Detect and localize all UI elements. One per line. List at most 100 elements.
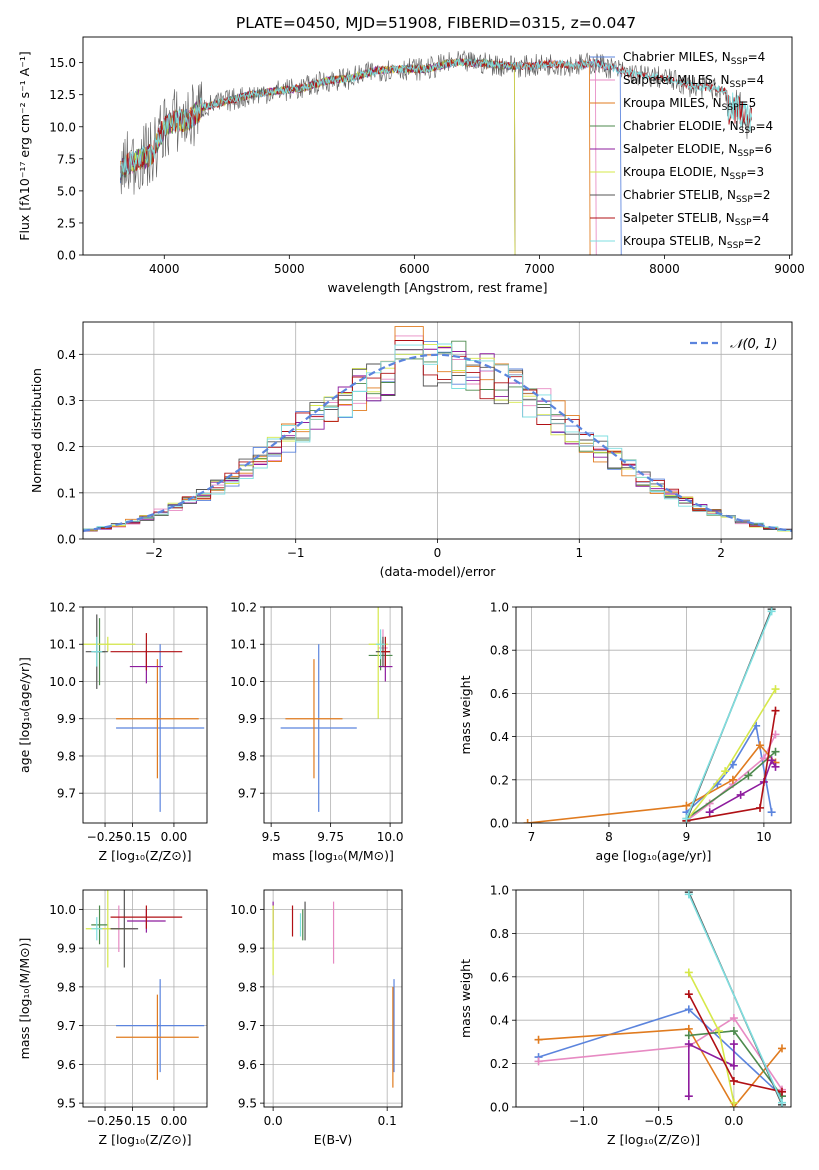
age-vs-mass-panel: 9.5 9.75 10.0 9.7 9.8 9.9 10.0 10.1 10.2 mass [lo… xyxy=(230,601,403,864)
x-axis-label: wavelength [Angstrom, rest frame] xyxy=(327,280,547,295)
x-tick-label: −2 xyxy=(145,546,163,560)
x-tick-label: −0.15 xyxy=(114,830,151,844)
y-tick-label: 9.9 xyxy=(57,712,76,726)
point-marker xyxy=(777,1087,786,1096)
x-tick-label: 8000 xyxy=(649,262,680,276)
data-point xyxy=(91,636,103,667)
point-marker xyxy=(705,808,714,817)
data-point xyxy=(110,633,183,671)
data-point xyxy=(116,994,199,1080)
point-marker xyxy=(684,1031,693,1040)
y-tick-label: 9.7 xyxy=(57,1019,76,1033)
point-marker xyxy=(728,775,737,784)
y-tick-label: 2.5 xyxy=(57,216,76,230)
series-line xyxy=(688,1042,735,1097)
y-tick-label: 0.4 xyxy=(490,1014,509,1028)
x-tick-label: 7000 xyxy=(524,262,555,276)
point-marker xyxy=(684,990,693,999)
y-tick-label: 0.0 xyxy=(490,1101,509,1115)
y-tick-label: 9.6 xyxy=(57,1058,76,1072)
point-marker xyxy=(729,1027,738,1036)
point-marker xyxy=(771,685,780,694)
point-marker xyxy=(771,762,780,771)
y-tick-label: 0.2 xyxy=(490,1057,509,1071)
mass-weight-vs-metallicity-panel: −1.0 −0.5 0.0 0.0 0.2 0.4 0.6 0.8 1.0 Z [log₁₀(Z/… xyxy=(458,884,792,1147)
point-marker xyxy=(767,756,776,765)
histograms xyxy=(83,326,792,534)
series-line xyxy=(538,1028,783,1107)
point-marker xyxy=(729,1076,738,1085)
x-tick-label: 8 xyxy=(605,830,613,844)
y-tick-label: 10.0 xyxy=(49,675,76,689)
legend-entry: Chabrier MILES, NSSP=4 xyxy=(623,50,765,67)
point-marker xyxy=(729,1098,738,1107)
x-tick-label: 0.0 xyxy=(264,1114,283,1128)
y-tick-label: 1.0 xyxy=(490,884,509,898)
y-tick-label: 12.5 xyxy=(49,88,76,102)
y-tick-label: 0.0 xyxy=(490,817,509,831)
gaussian-curve xyxy=(83,353,792,532)
spectrum-series-line xyxy=(120,58,752,175)
y-tick-label: 9.8 xyxy=(238,980,257,994)
point-marker xyxy=(777,1098,786,1107)
plot-frame xyxy=(82,606,208,824)
errorbars xyxy=(280,607,393,812)
point-marker xyxy=(682,814,691,823)
point-marker xyxy=(534,1057,543,1066)
legend-entry: Kroupa ELODIE, NSSP=3 xyxy=(623,165,764,182)
y-tick-label: 9.9 xyxy=(238,942,257,956)
point-marker xyxy=(771,730,780,739)
y-tick-label: 0.1 xyxy=(57,486,76,500)
series-line xyxy=(538,1016,783,1091)
data-point xyxy=(83,636,136,652)
y-tick-label: 0.4 xyxy=(57,348,76,362)
plot-frame xyxy=(515,889,792,1108)
data-point xyxy=(380,636,391,667)
x-tick-label: 10 xyxy=(756,830,771,844)
x-tick-label: 0.1 xyxy=(378,1114,397,1128)
y-tick-label: 9.6 xyxy=(238,1058,257,1072)
y-tick-label: 9.8 xyxy=(238,749,257,763)
x-tick-label: −1 xyxy=(287,546,305,560)
y-tick-label: 9.7 xyxy=(238,1019,257,1033)
plot-frame xyxy=(82,889,208,1108)
point-marker xyxy=(721,767,730,776)
y-axis-label: mass weight xyxy=(458,675,473,754)
y-tick-label: 9.5 xyxy=(238,1097,257,1111)
y-tick-label: 1.0 xyxy=(490,601,509,615)
point-marker xyxy=(714,1027,723,1036)
y-tick-label: 0.0 xyxy=(57,249,76,263)
x-axis-label: (data-model)/error xyxy=(380,564,497,579)
errorbars xyxy=(85,890,205,1080)
y-tick-label: 7.5 xyxy=(57,152,76,166)
y-tick-label: 10.0 xyxy=(49,903,76,917)
spectrum-series-line xyxy=(120,58,752,178)
point-marker xyxy=(744,771,753,780)
legend: Chabrier MILES, NSSP=4 Salpeter MILES, NS… xyxy=(590,50,773,251)
plot-frame xyxy=(515,606,792,824)
point-marker xyxy=(736,790,745,799)
y-tick-label: 10.0 xyxy=(230,903,257,917)
y-tick-label: 0.2 xyxy=(490,773,509,787)
legend-entry: Chabrier STELIB, NSSP=2 xyxy=(623,188,771,205)
y-axis-label: mass [log₁₀(M/M⊙)] xyxy=(17,938,32,1060)
y-tick-label: 0.4 xyxy=(490,730,509,744)
y-tick-label: 0.6 xyxy=(490,687,509,701)
series-line xyxy=(688,893,783,1104)
series-line xyxy=(685,610,773,820)
errorbars xyxy=(83,614,205,812)
point-marker xyxy=(729,1061,738,1070)
x-tick-label: 1 xyxy=(575,546,583,560)
y-tick-label: 9.7 xyxy=(238,787,257,801)
point-marker xyxy=(777,1044,786,1053)
point-marker xyxy=(756,741,765,750)
mass-weight-vs-age-panel: 7 8 9 10 0.0 0.2 0.4 0.6 0.8 1.0 age [log₁₀(age/yr… xyxy=(458,601,792,863)
mass-vs-metallicity-panel: −0.25−0.15 0.00 9.5 9.6 9.7 9.8 9.9 10.0 Z [log₁… xyxy=(17,889,208,1147)
point-marker xyxy=(534,1035,543,1044)
data-point xyxy=(116,659,199,779)
plot-frame xyxy=(263,889,403,1108)
point-marker xyxy=(684,968,693,977)
spectrum-panel: 4000 5000 6000 7000 8000 9000 0.0 2.5 5.0 7.5 10.0… xyxy=(17,36,805,295)
y-tick-label: 10.2 xyxy=(230,601,257,615)
x-tick-label: −0.15 xyxy=(114,1114,151,1128)
